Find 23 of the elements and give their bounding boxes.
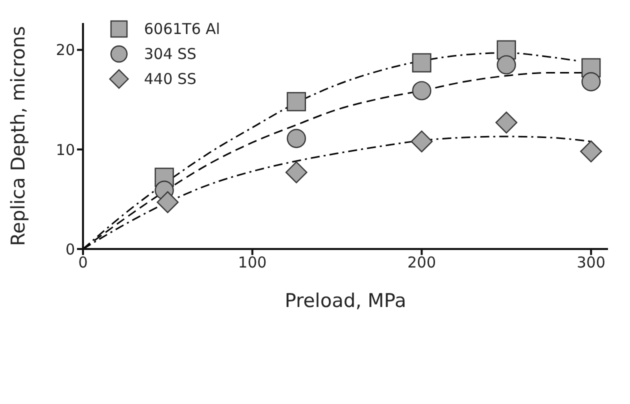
x-axis-title: Preload, MPa [284, 290, 406, 312]
point [581, 72, 601, 92]
point [580, 140, 602, 162]
point [285, 161, 308, 184]
point [496, 55, 516, 74]
y-tick-label: 0 [65, 240, 75, 258]
x-tick-label: 0 [78, 254, 88, 272]
legend-label: 304 SS [144, 44, 196, 62]
y-tick-label: 20 [56, 41, 75, 60]
point [412, 81, 432, 100]
legend-label: 440 SS [144, 70, 196, 88]
point [286, 128, 306, 148]
point [156, 191, 179, 214]
x-tick-label: 200 [407, 254, 436, 272]
point [495, 112, 518, 134]
point [286, 92, 306, 112]
y-axis-title: Replica Depth, microns [8, 26, 30, 246]
point [412, 53, 432, 72]
x-tick-label: 300 [576, 254, 606, 272]
x-tick-label: 100 [238, 254, 267, 272]
y-tick-label: 10 [56, 140, 75, 159]
point [410, 130, 433, 152]
legend-label: 6061T6 Al [144, 20, 220, 38]
